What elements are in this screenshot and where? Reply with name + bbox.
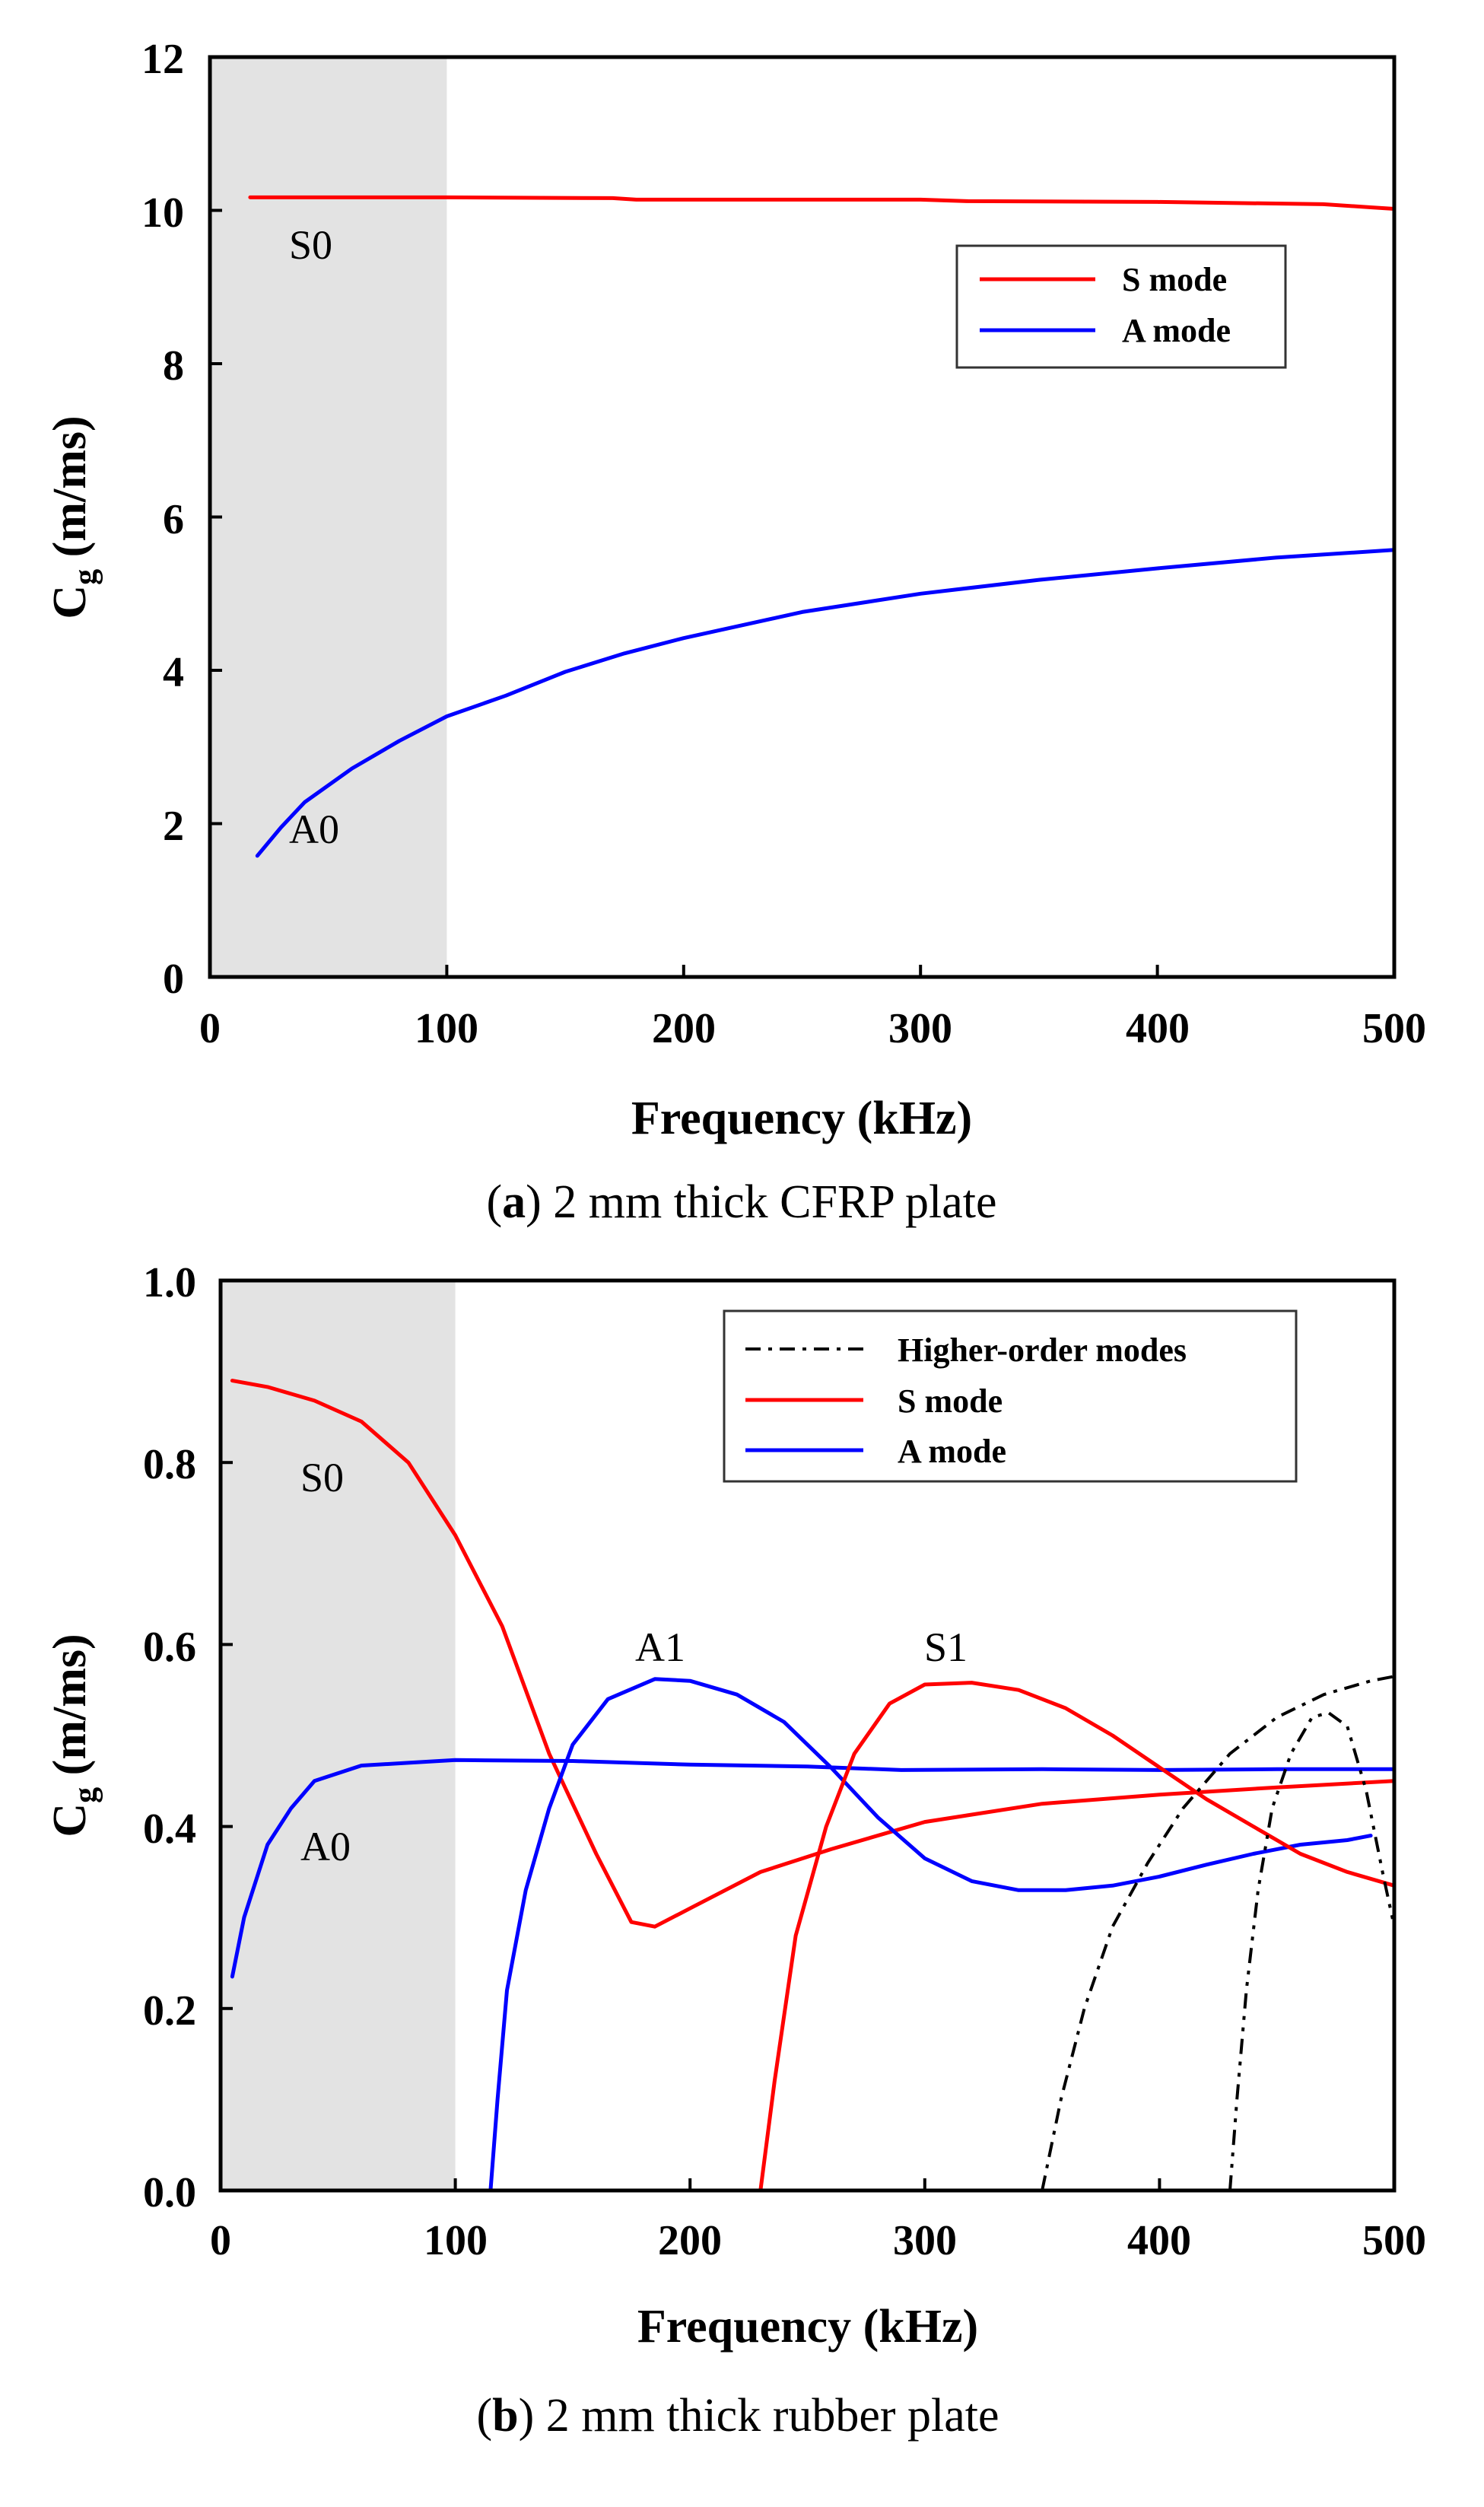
panel-b-series <box>230 1379 1397 2193</box>
panel-a-xtick-label: 100 <box>415 1005 478 1052</box>
panel-a-cfrp-chart: 0 2 4 6 8 10 12 0 100 200 300 400 500 Fr… <box>44 36 1426 1228</box>
panel-b-y-axis-unit: (m/ms) <box>44 1634 96 1786</box>
panel-b-caption-open: ( <box>476 2390 492 2442</box>
panel-a-ytick-label: 6 <box>163 496 184 543</box>
panel-b-xtick-label: 100 <box>424 2217 488 2264</box>
panel-a-caption: (a) 2 mm thick CFRP plate <box>486 1176 996 1228</box>
panel-b-xtick-label: 400 <box>1127 2217 1191 2264</box>
panel-a-annotation-s0: S0 <box>289 222 332 268</box>
panel-a-ytick-label: 12 <box>141 36 184 83</box>
panel-a-xtick-label: 400 <box>1126 1005 1190 1052</box>
panel-b-ytick-label: 0.8 <box>143 1441 196 1488</box>
panel-a-y-axis-subscript: g <box>68 569 103 585</box>
panel-a-ytick-label: 2 <box>163 803 184 850</box>
panel-a-legend-box <box>955 244 1287 369</box>
panel-b-legend-s-label: S mode <box>898 1382 1003 1420</box>
panel-a-ytick-label: 10 <box>141 189 184 237</box>
panel-a-legend-a-label: A mode <box>1122 312 1231 349</box>
panel-a-xtick-label: 0 <box>199 1005 221 1052</box>
panel-b-legend-box <box>723 1309 1298 1483</box>
panel-a-legend-s-label: S mode <box>1122 261 1227 298</box>
panel-a-annotation-a0: A0 <box>289 807 339 852</box>
series-line-s0 <box>230 1379 1397 1929</box>
panel-b-annotation-a1: A1 <box>635 1624 685 1670</box>
panel-a-x-axis-title: Frequency (kHz) <box>631 1093 972 1144</box>
panel-a-ytick-label: 0 <box>163 956 184 1003</box>
series-line-a0 <box>230 1758 1397 1979</box>
panel-b-caption: (b) 2 mm thick rubber plate <box>476 2390 999 2442</box>
panel-b-annotation-s0: S0 <box>300 1455 344 1500</box>
panel-a-y-axis-symbol: C <box>44 585 96 619</box>
series-line-s1 <box>758 1681 1397 2193</box>
panel-a-legend: S mode A mode <box>955 244 1287 369</box>
panel-b-xtick-label: 300 <box>893 2217 957 2264</box>
panel-b-legend: Higher-order modes S mode A mode <box>723 1309 1298 1483</box>
series-line-a-mode <box>255 548 1397 858</box>
panel-a-y-axis-unit: (m/ms) <box>44 415 96 568</box>
panel-b-plot-frame <box>218 1278 1397 2193</box>
panel-a-caption-open: ( <box>486 1176 502 1228</box>
panel-b-x-axis-title: Frequency (kHz) <box>637 2301 978 2353</box>
panel-a-xtick-label: 200 <box>652 1005 716 1052</box>
series-line-higher-order-1 <box>1041 1675 1395 2191</box>
panel-b-legend-a-label: A mode <box>898 1433 1006 1470</box>
panel-b-caption-text: ) 2 mm thick rubber plate <box>519 2390 999 2442</box>
panel-b-ytick-label: 0.0 <box>143 2169 196 2216</box>
panel-b-ytick-label: 1.0 <box>143 1259 196 1306</box>
series-line-s-mode <box>248 195 1397 211</box>
panel-a-caption-text: ) 2 mm thick CFRP plate <box>526 1176 996 1228</box>
panel-b-annotation-s1: S1 <box>924 1624 968 1670</box>
panel-b-ytick-label: 0.4 <box>143 1805 196 1853</box>
panel-b-caption-letter: b <box>492 2390 518 2442</box>
panel-a-ticks <box>208 56 1396 978</box>
panel-b-y-axis-title: Cg (m/ms) <box>44 1634 103 1837</box>
panel-a-ytick-label: 8 <box>163 342 184 390</box>
panel-a-xtick-label: 300 <box>888 1005 952 1052</box>
panel-a-caption-letter: a <box>502 1176 526 1228</box>
panel-a-plot-frame <box>208 55 1397 979</box>
panel-a-ytick-label: 4 <box>163 649 184 696</box>
panel-b-y-axis-subscript: g <box>68 1787 103 1803</box>
panel-b-ytick-label: 0.2 <box>143 1987 196 2035</box>
panel-a-shaded-region <box>210 57 447 977</box>
panel-b-xtick-label: 0 <box>210 2217 231 2264</box>
panel-a-y-axis-title: Cg (m/ms) <box>44 415 103 619</box>
panel-b-shaded-region <box>221 1281 456 2190</box>
panel-b-xtick-label: 200 <box>658 2217 722 2264</box>
panel-a-xtick-label: 500 <box>1362 1005 1426 1052</box>
panel-b-y-axis-symbol: C <box>44 1803 96 1837</box>
series-line-higher-order-2 <box>1228 1711 1396 2191</box>
panel-b-annotation-a0: A0 <box>300 1824 351 1869</box>
panel-b-ytick-label: 0.6 <box>143 1624 196 1671</box>
panel-b-xtick-label: 500 <box>1362 2217 1426 2264</box>
panel-b-rubber-chart: 0.0 0.2 0.4 0.6 0.8 1.0 0 100 200 300 40… <box>44 1259 1426 2442</box>
panel-b-legend-higher-order-label: Higher-order modes <box>898 1331 1187 1369</box>
series-line-a1 <box>488 1677 1373 2193</box>
panel-a-series <box>248 195 1397 858</box>
